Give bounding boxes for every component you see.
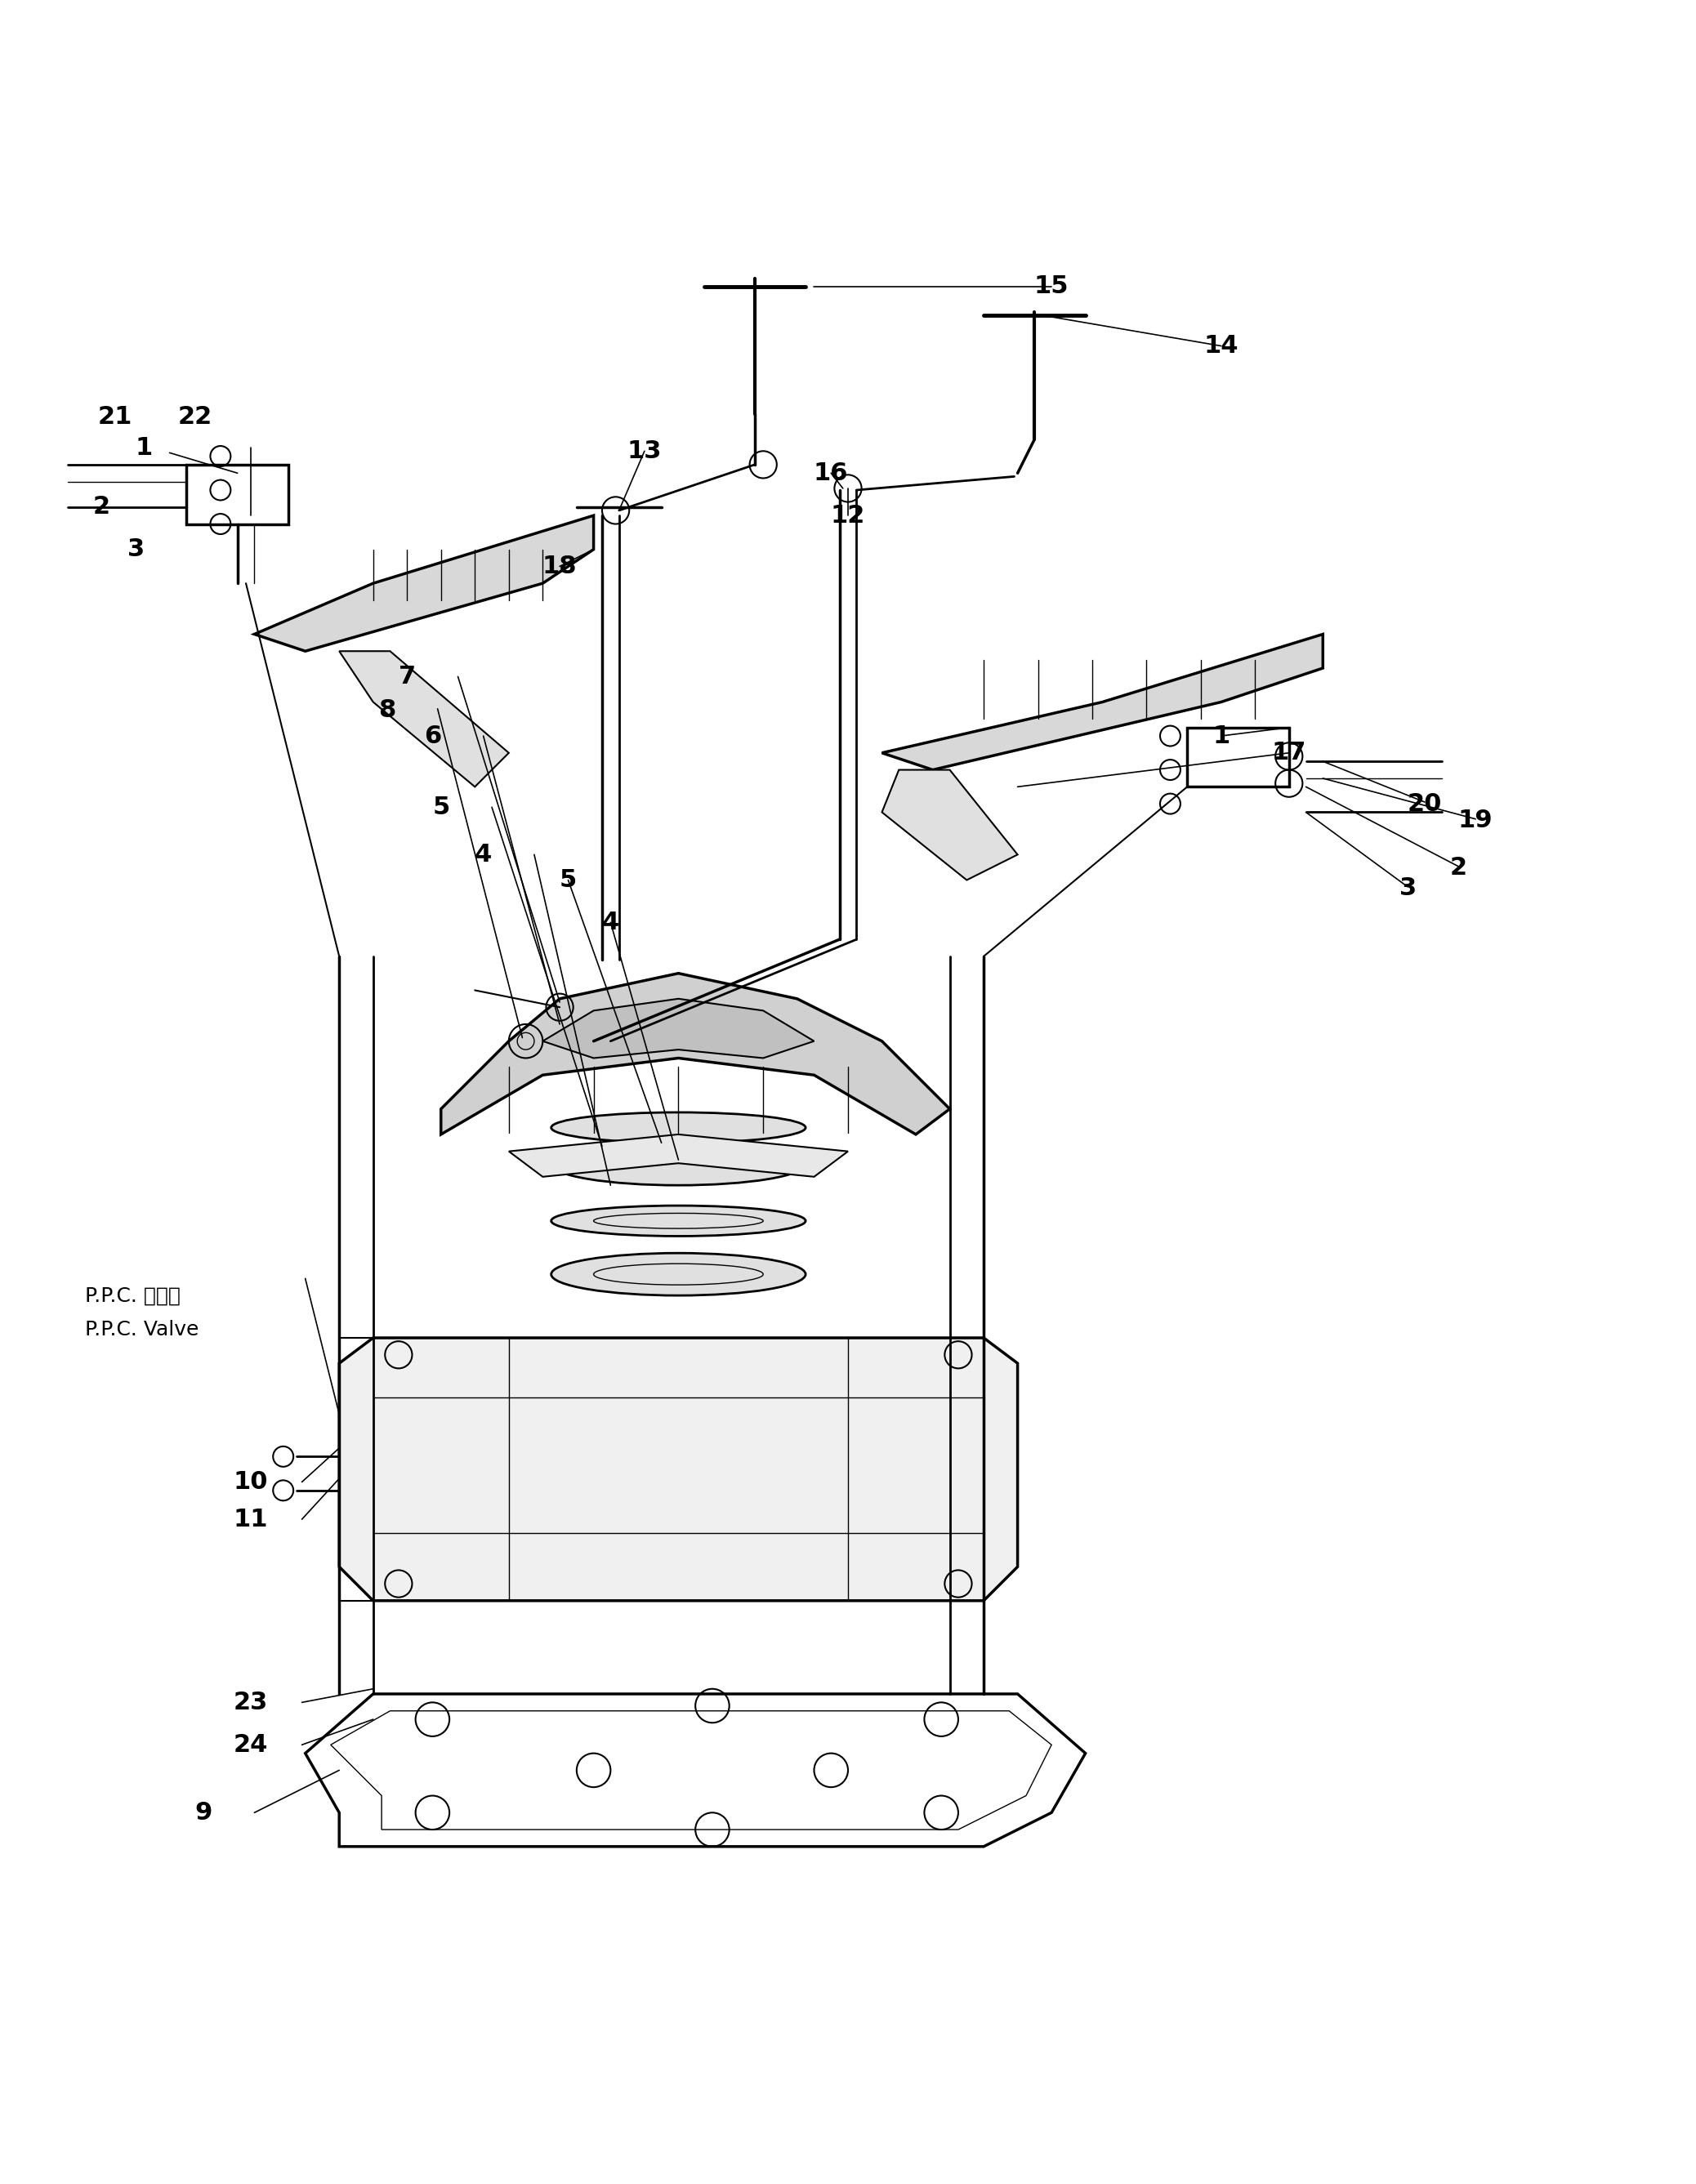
Text: 8: 8 — [378, 699, 395, 723]
Text: 14: 14 — [1204, 334, 1238, 358]
Text: 11: 11 — [234, 1507, 268, 1531]
Text: 3: 3 — [127, 537, 144, 561]
Text: 20: 20 — [1408, 793, 1442, 815]
Text: 1: 1 — [136, 437, 153, 459]
Text: 3: 3 — [1399, 876, 1416, 900]
Polygon shape — [543, 998, 814, 1057]
Text: 2: 2 — [1450, 856, 1467, 880]
Polygon shape — [254, 515, 594, 651]
Text: 22: 22 — [178, 406, 212, 428]
Text: 13: 13 — [628, 439, 661, 463]
Polygon shape — [882, 633, 1323, 769]
Text: 10: 10 — [234, 1470, 268, 1494]
Text: 5: 5 — [560, 869, 577, 891]
Text: 2: 2 — [93, 496, 110, 520]
Text: 4: 4 — [475, 843, 492, 867]
Ellipse shape — [551, 1254, 806, 1295]
Polygon shape — [509, 1133, 848, 1177]
Polygon shape — [882, 769, 1018, 880]
Text: P.P.C. Valve: P.P.C. Valve — [85, 1319, 198, 1339]
Ellipse shape — [551, 1142, 806, 1186]
Ellipse shape — [551, 1206, 806, 1236]
Text: P.P.C. バルブ: P.P.C. バルブ — [85, 1286, 180, 1306]
Polygon shape — [339, 1339, 1018, 1601]
Text: 23: 23 — [234, 1690, 268, 1714]
Text: 4: 4 — [602, 911, 619, 935]
Text: 15: 15 — [1035, 275, 1068, 299]
Text: 7: 7 — [399, 664, 416, 688]
Text: 16: 16 — [814, 461, 848, 485]
Text: 5: 5 — [432, 795, 449, 819]
Polygon shape — [339, 651, 509, 786]
Text: 12: 12 — [831, 505, 865, 526]
Polygon shape — [441, 974, 950, 1133]
Text: 1: 1 — [1213, 725, 1230, 747]
Text: 18: 18 — [543, 555, 577, 579]
Text: 24: 24 — [234, 1732, 268, 1756]
Text: 21: 21 — [98, 406, 132, 428]
Text: 17: 17 — [1272, 740, 1306, 764]
Text: 6: 6 — [424, 725, 441, 747]
Text: 9: 9 — [195, 1802, 212, 1824]
Ellipse shape — [551, 1112, 806, 1142]
Text: 19: 19 — [1459, 808, 1492, 832]
